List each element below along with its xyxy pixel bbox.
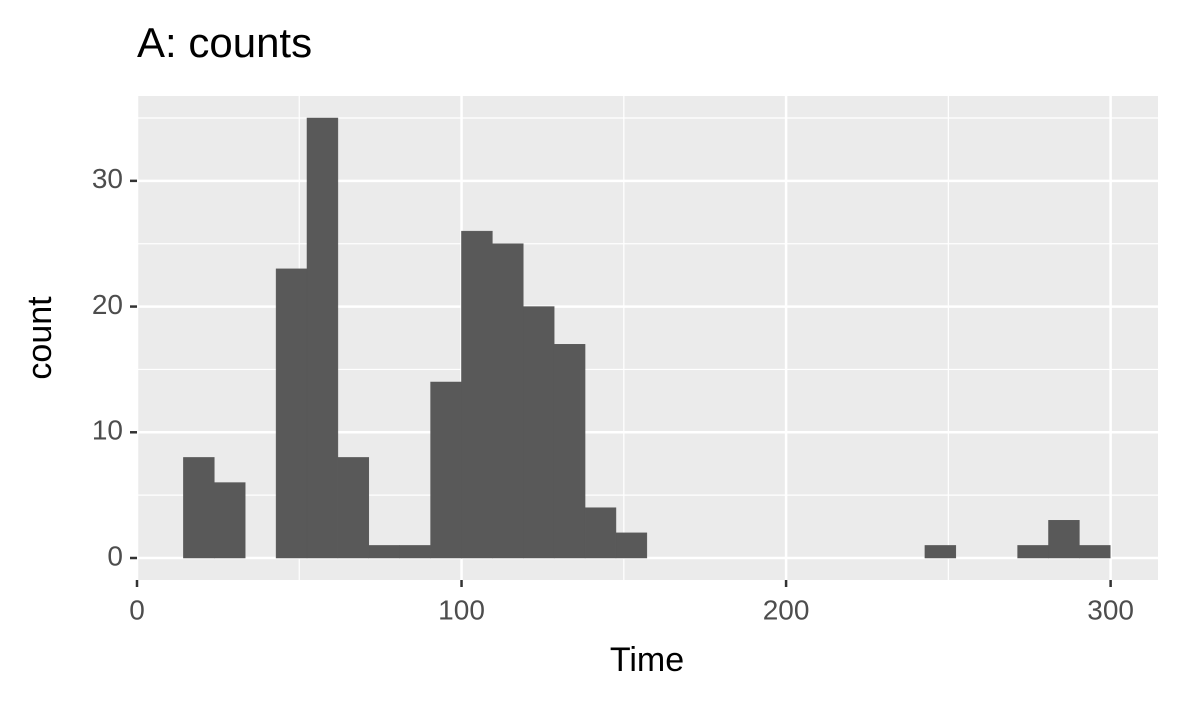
bar: [430, 381, 462, 559]
bar: [1017, 545, 1049, 559]
bar: [492, 243, 524, 559]
chart-title: A: counts: [137, 19, 312, 66]
x-tick-label: 300: [1087, 594, 1134, 625]
bar: [1048, 520, 1080, 559]
bar: [306, 117, 339, 559]
y-tick-label: 30: [92, 163, 123, 194]
bar: [368, 545, 400, 559]
bar: [924, 545, 957, 559]
x-tick-label: 100: [438, 594, 485, 625]
bar: [461, 230, 493, 559]
bar: [183, 457, 215, 559]
bar: [584, 507, 617, 559]
x-axis-title: Time: [610, 641, 684, 679]
y-axis-title: count: [21, 296, 59, 380]
bar: [1079, 545, 1111, 559]
bar: [337, 457, 370, 559]
bar: [214, 482, 246, 559]
bar: [523, 306, 555, 559]
bar: [275, 268, 308, 559]
x-tick-label: 200: [763, 594, 810, 625]
bar: [615, 532, 648, 559]
x-tick-label: 0: [129, 594, 145, 625]
bar: [399, 545, 431, 559]
bar: [553, 344, 586, 559]
y-tick-label: 20: [92, 289, 123, 320]
y-tick-label: 10: [92, 415, 123, 446]
y-tick-label: 0: [107, 540, 123, 571]
